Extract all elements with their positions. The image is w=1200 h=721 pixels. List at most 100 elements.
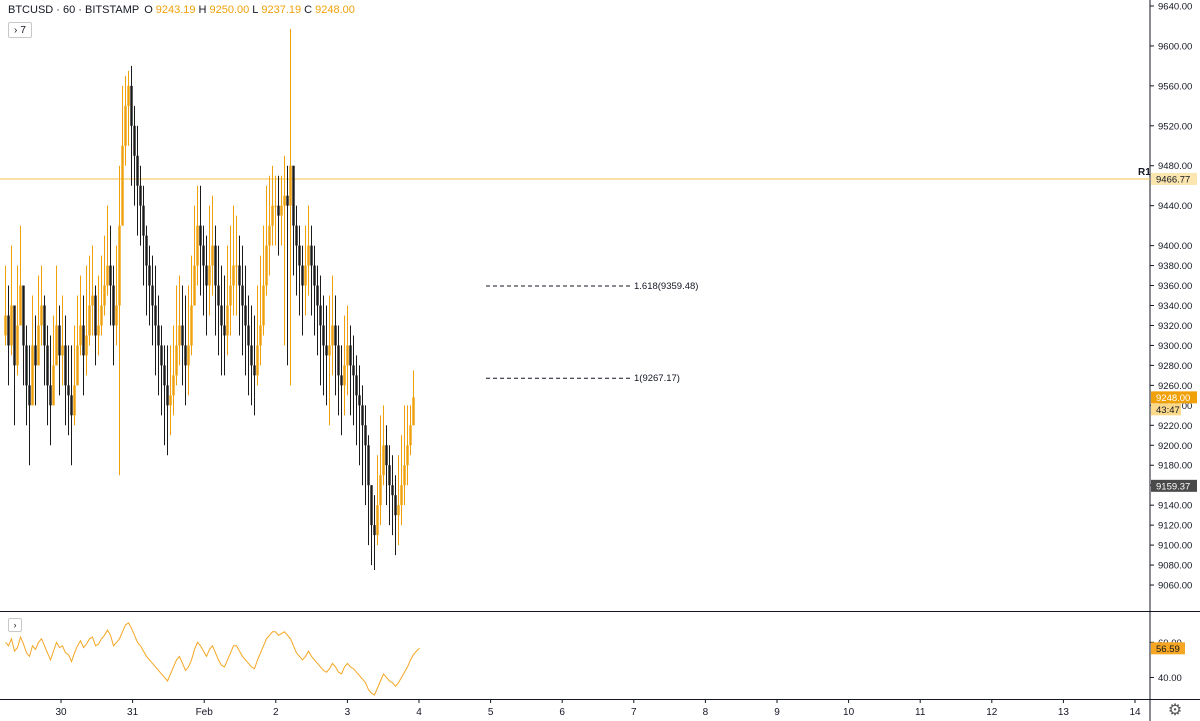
low-label: L [252, 4, 259, 16]
time-tick-label: 4 [416, 707, 422, 718]
candle-body [322, 325, 325, 346]
candle-body [391, 485, 394, 496]
candle-body [112, 285, 115, 326]
candle-body [241, 285, 244, 306]
candle-body [190, 305, 193, 346]
price-tick-label: 9260.00 [1158, 381, 1192, 392]
candle-body [148, 265, 151, 286]
candle-body [187, 345, 190, 366]
candle-body [277, 205, 280, 216]
price-tick-label: 9600.00 [1158, 41, 1192, 52]
high-label: H [198, 4, 207, 16]
price-tick-label: 9200.00 [1158, 441, 1192, 452]
candle-body [310, 245, 313, 266]
oscillator-collapse-button[interactable]: › [8, 618, 22, 632]
candle-body [145, 235, 148, 266]
candle-body [52, 365, 55, 406]
candle-body [211, 245, 214, 266]
countdown-tag-bg [1151, 403, 1181, 416]
candle-body [262, 285, 265, 326]
osc-last-tag: 56.59 [1156, 644, 1180, 655]
candle-body [247, 325, 250, 346]
price-tick-label: 9440.00 [1158, 201, 1192, 212]
candle-body [67, 385, 70, 396]
candle-body [355, 375, 358, 396]
candle-body [409, 425, 412, 446]
candle-body [232, 265, 235, 286]
price-tick-label: 9320.00 [1158, 321, 1192, 332]
price-tick-label: 9100.00 [1158, 541, 1192, 552]
candle-body [7, 315, 10, 346]
osc-tick-label: 40.00 [1158, 673, 1182, 684]
candle-body [184, 345, 187, 366]
candle-body [154, 305, 157, 326]
price-tag-bg [1151, 479, 1197, 492]
candle-body [82, 325, 85, 356]
time-tick-label: 10 [843, 707, 855, 718]
candle-body [223, 325, 226, 336]
candle-body [358, 395, 361, 406]
time-tick-label: 5 [488, 707, 494, 718]
time-tick-label: 3 [345, 707, 351, 718]
candle-body [181, 325, 184, 346]
candle-body [22, 285, 25, 346]
candle-body [352, 365, 355, 376]
candle-body [79, 325, 82, 346]
chevron-right-icon: › [14, 24, 18, 36]
candle-body [328, 345, 331, 356]
candle-body [205, 265, 208, 286]
candle-body [325, 345, 328, 356]
time-tick-label: 14 [1129, 707, 1141, 718]
candle-body [349, 345, 352, 366]
candle-body [115, 305, 118, 326]
candle-body [85, 335, 88, 356]
candle-body [73, 385, 76, 416]
candle-body [121, 145, 124, 226]
candle-body [55, 325, 58, 366]
time-tick-label: 7 [631, 707, 637, 718]
candle-body [25, 345, 28, 386]
candle-body [124, 105, 127, 146]
price-tick-label: 9080.00 [1158, 561, 1192, 572]
candle-body [118, 225, 121, 306]
candle-body [403, 465, 406, 486]
candle-body [40, 305, 43, 326]
candle-body [34, 345, 37, 366]
candle-body [367, 445, 370, 486]
indicators-collapse-button[interactable]: › 7 [8, 22, 32, 38]
r1-price-tag-bg [1151, 172, 1197, 185]
close-value: 9248.00 [315, 4, 355, 16]
price-tick-label: 9060.00 [1158, 581, 1192, 592]
candle-body [307, 245, 310, 266]
candle-body [178, 325, 181, 346]
time-tick-label: 13 [1058, 707, 1070, 718]
candle-body [319, 305, 322, 326]
time-tick-label: Feb [196, 707, 214, 718]
candle-body [46, 345, 49, 386]
candle-body [316, 285, 319, 306]
candle-body [382, 445, 385, 476]
time-tick-label: 31 [127, 707, 139, 718]
candle-body [4, 315, 7, 336]
candle-body [256, 345, 259, 376]
candle-body [253, 365, 256, 376]
candle-body [163, 365, 166, 386]
candle-body [175, 345, 178, 376]
time-tick-label: 11 [915, 707, 926, 718]
price-tick-label: 9220.00 [1158, 421, 1192, 432]
low-value: 9237.19 [261, 4, 302, 16]
candle-body [265, 245, 268, 286]
candle-body [37, 325, 40, 366]
candle-body [193, 265, 196, 306]
settings-gear-icon[interactable]: ⚙ [1167, 702, 1183, 719]
candle-body [226, 305, 229, 336]
candle-body [286, 195, 289, 206]
countdown-tag: 43:47 [1156, 405, 1180, 416]
candle-body [385, 445, 388, 466]
time-tick-label: 6 [559, 707, 565, 718]
candle-body [196, 225, 199, 266]
candle-body [379, 475, 382, 506]
candle-body [106, 265, 109, 286]
candle-body [103, 285, 106, 306]
